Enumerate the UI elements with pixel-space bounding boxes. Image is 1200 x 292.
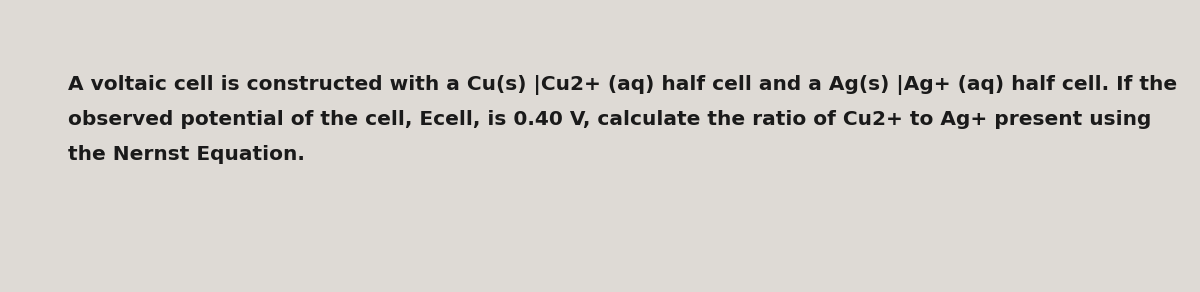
- Text: observed potential of the cell, Ecell, is 0.40 V, calculate the ratio of Cu2+ to: observed potential of the cell, Ecell, i…: [68, 110, 1151, 129]
- Text: the Nernst Equation.: the Nernst Equation.: [68, 145, 305, 164]
- Text: A voltaic cell is constructed with a Cu(s) |Cu2+ (aq) half cell and a Ag(s) |Ag+: A voltaic cell is constructed with a Cu(…: [68, 75, 1177, 95]
